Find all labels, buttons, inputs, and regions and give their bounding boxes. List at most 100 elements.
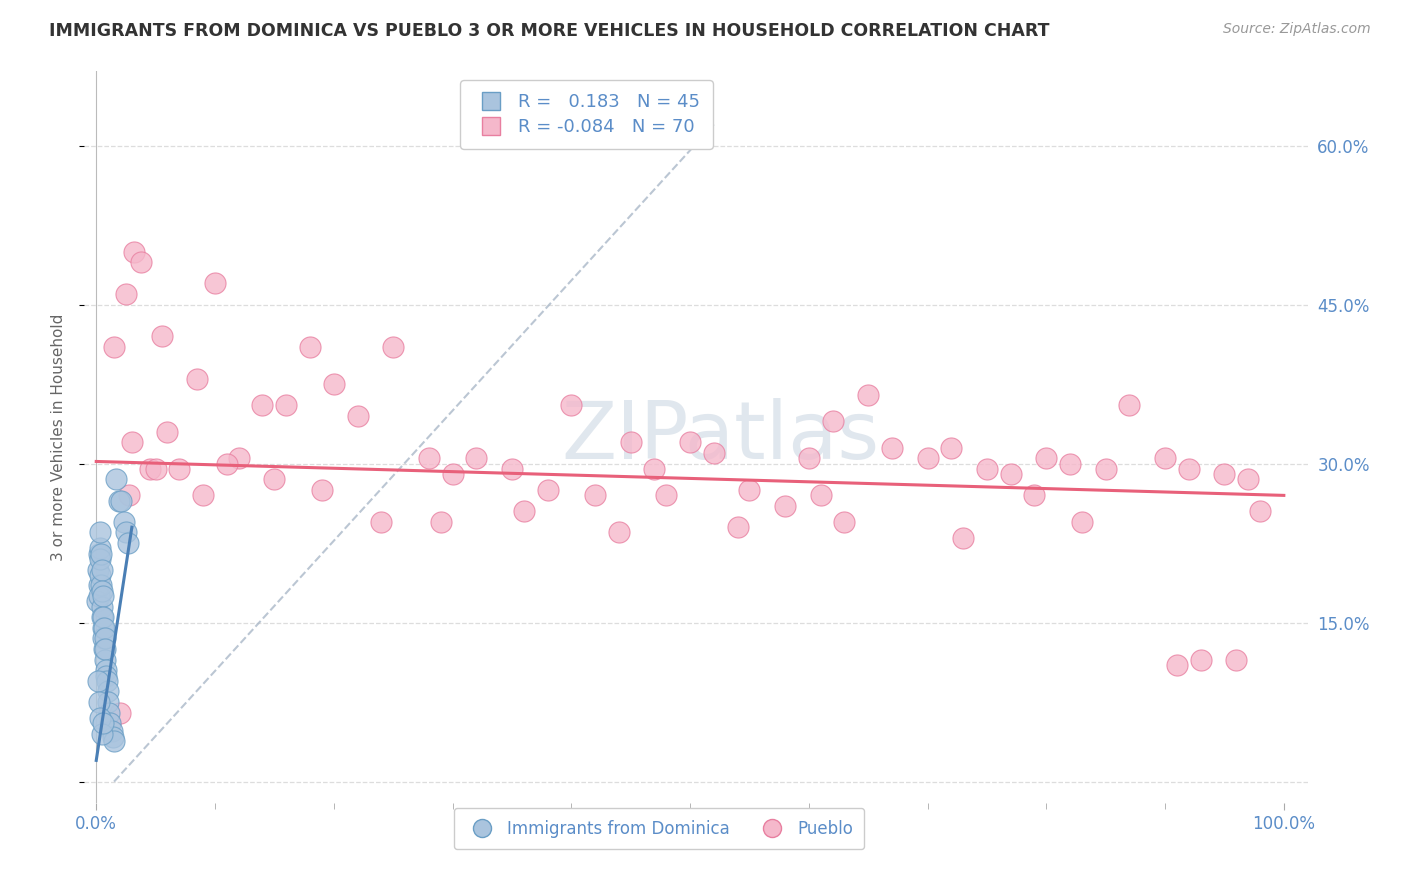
Text: ZIPatlas: ZIPatlas xyxy=(561,398,880,476)
Point xyxy=(117,536,139,550)
Point xyxy=(87,563,110,577)
Point xyxy=(93,632,115,646)
Point xyxy=(156,425,179,439)
Point xyxy=(131,255,153,269)
Point xyxy=(87,673,110,688)
Point xyxy=(322,377,344,392)
Point xyxy=(93,653,115,667)
Point xyxy=(228,451,250,466)
Point xyxy=(560,398,582,412)
Point xyxy=(607,525,630,540)
Point xyxy=(1178,462,1201,476)
Point xyxy=(107,493,129,508)
Point xyxy=(89,711,111,725)
Point xyxy=(96,684,118,698)
Point xyxy=(917,451,939,466)
Point xyxy=(191,488,214,502)
Point xyxy=(103,734,125,748)
Point xyxy=(370,515,392,529)
Point xyxy=(101,730,124,744)
Point xyxy=(1000,467,1022,482)
Point xyxy=(215,457,238,471)
Point xyxy=(91,589,114,603)
Point xyxy=(93,642,115,657)
Point xyxy=(115,287,138,301)
Point xyxy=(90,563,112,577)
Point xyxy=(186,372,208,386)
Text: IMMIGRANTS FROM DOMINICA VS PUEBLO 3 OR MORE VEHICLES IN HOUSEHOLD CORRELATION C: IMMIGRANTS FROM DOMINICA VS PUEBLO 3 OR … xyxy=(49,22,1050,40)
Point xyxy=(263,473,285,487)
Point xyxy=(103,340,125,354)
Point xyxy=(118,488,141,502)
Point xyxy=(89,552,111,566)
Point xyxy=(441,467,464,482)
Point xyxy=(821,414,844,428)
Point xyxy=(1094,462,1116,476)
Point xyxy=(90,599,112,614)
Point xyxy=(429,515,451,529)
Point xyxy=(96,668,118,682)
Point xyxy=(89,525,111,540)
Point xyxy=(1189,653,1212,667)
Point xyxy=(138,462,160,476)
Point xyxy=(204,277,226,291)
Point xyxy=(86,594,108,608)
Point xyxy=(87,578,110,592)
Point xyxy=(1059,457,1081,471)
Point xyxy=(727,520,749,534)
Point xyxy=(655,488,678,502)
Point xyxy=(643,462,665,476)
Point xyxy=(145,462,167,476)
Point xyxy=(501,462,523,476)
Point xyxy=(89,695,111,709)
Point xyxy=(465,451,488,466)
Point xyxy=(93,621,115,635)
Point xyxy=(105,473,128,487)
Point xyxy=(513,504,536,518)
Point xyxy=(418,451,440,466)
Point xyxy=(1024,488,1046,502)
Point xyxy=(298,340,321,354)
Point xyxy=(91,610,114,624)
Point xyxy=(1249,504,1271,518)
Point xyxy=(1071,515,1094,529)
Point xyxy=(1213,467,1236,482)
Point xyxy=(100,723,122,738)
Point xyxy=(93,610,115,624)
Point xyxy=(100,716,122,731)
Point xyxy=(91,621,114,635)
Point xyxy=(169,462,191,476)
Point xyxy=(941,441,963,455)
Point xyxy=(976,462,998,476)
Point xyxy=(112,515,135,529)
Point xyxy=(94,663,117,677)
Point xyxy=(94,642,117,657)
Point xyxy=(834,515,856,529)
Point xyxy=(90,727,112,741)
Point xyxy=(121,435,143,450)
Point xyxy=(98,706,121,720)
Point xyxy=(122,244,145,259)
Point xyxy=(90,578,112,592)
Point xyxy=(810,488,832,502)
Point xyxy=(89,541,111,556)
Text: Source: ZipAtlas.com: Source: ZipAtlas.com xyxy=(1223,22,1371,37)
Point xyxy=(96,673,118,688)
Point xyxy=(91,583,114,598)
Point xyxy=(252,398,274,412)
Point xyxy=(880,441,903,455)
Legend: Immigrants from Dominica, Pueblo: Immigrants from Dominica, Pueblo xyxy=(454,808,865,849)
Point xyxy=(382,340,405,354)
Point xyxy=(856,387,879,401)
Point xyxy=(1166,658,1188,673)
Point xyxy=(90,547,112,561)
Point xyxy=(97,695,120,709)
Point xyxy=(703,446,725,460)
Point xyxy=(311,483,333,497)
Point xyxy=(952,531,974,545)
Point xyxy=(100,716,122,731)
Point xyxy=(773,499,796,513)
Point xyxy=(1154,451,1177,466)
Point xyxy=(346,409,368,423)
Point xyxy=(536,483,558,497)
